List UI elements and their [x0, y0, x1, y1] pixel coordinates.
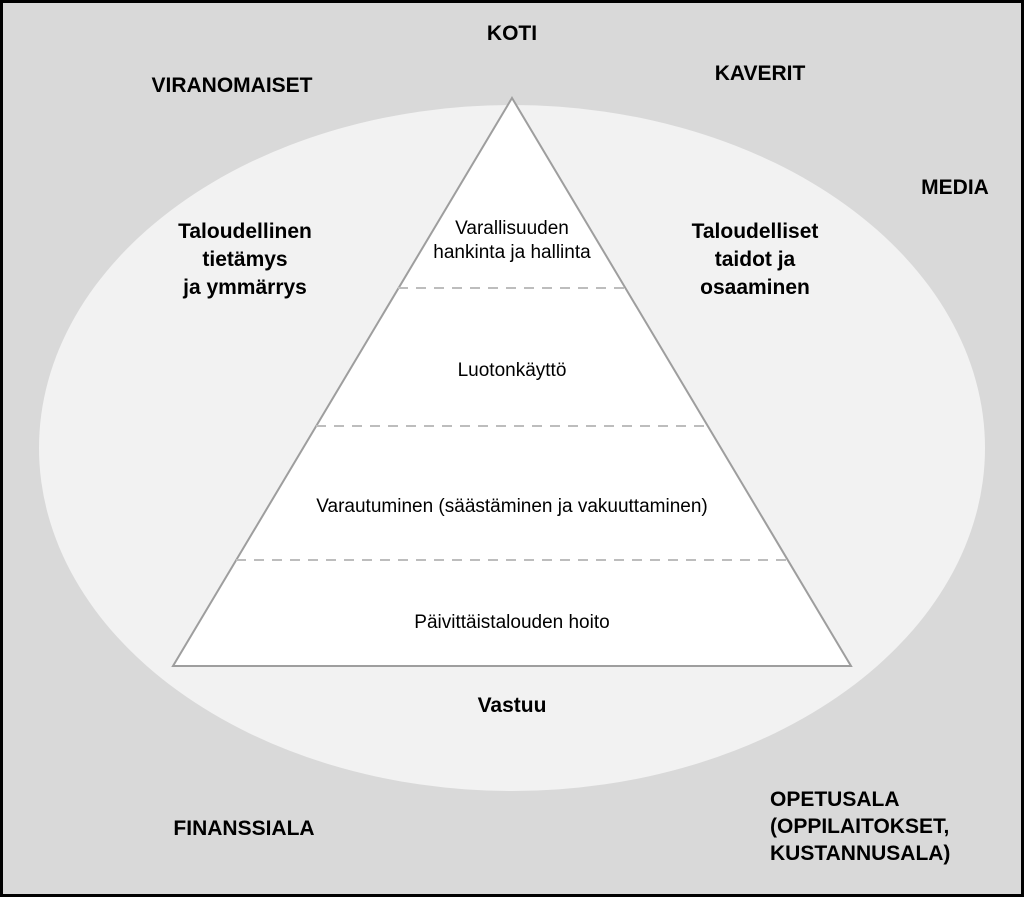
outer-label-bottom-right-1: OPETUSALA: [770, 788, 900, 811]
diagram-svg: KOTI VIRANOMAISET KAVERIT MEDIA FINANSSI…: [0, 0, 1024, 897]
inner-heading-right-1: Taloudelliset: [692, 220, 819, 243]
pyramid-level-4: Päivittäistalouden hoito: [414, 612, 609, 633]
outer-label-bottom-left: FINANSSIALA: [173, 817, 314, 840]
pyramid-level-2: Luotonkäyttö: [458, 360, 567, 381]
inner-heading-bottom: Vastuu: [478, 694, 547, 717]
pyramid-level-1a: Varallisuuden: [455, 218, 569, 239]
inner-heading-left-1: Taloudellinen: [178, 220, 312, 243]
outer-label-top-right: KAVERIT: [715, 62, 806, 85]
diagram-stage: KOTI VIRANOMAISET KAVERIT MEDIA FINANSSI…: [0, 0, 1024, 897]
pyramid-level-3: Varautuminen (säästäminen ja vakuuttamin…: [316, 496, 707, 517]
pyramid-level-1b: hankinta ja hallinta: [433, 242, 591, 263]
outer-label-bottom-right-2: (OPPILAITOKSET,: [770, 815, 949, 838]
outer-label-mid-right: MEDIA: [921, 176, 989, 199]
inner-heading-left-2: tietämys: [202, 248, 287, 271]
outer-label-bottom-right-3: KUSTANNUSALA): [770, 842, 950, 865]
inner-heading-left-3: ja ymmärrys: [182, 276, 307, 299]
outer-label-top: KOTI: [487, 22, 537, 45]
inner-heading-right-3: osaaminen: [700, 276, 810, 299]
outer-label-top-left: VIRANOMAISET: [151, 74, 312, 97]
inner-heading-right-2: taidot ja: [715, 248, 796, 271]
